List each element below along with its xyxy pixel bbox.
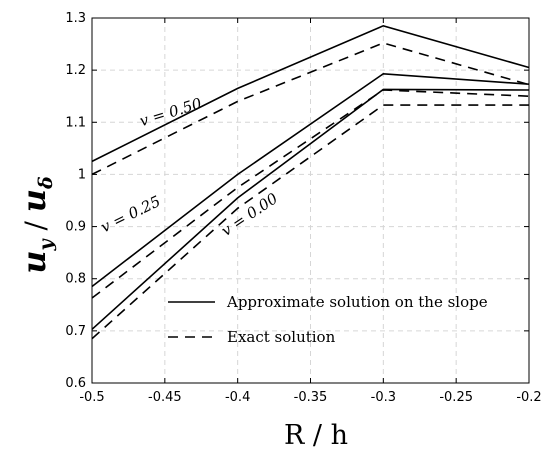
x-tick-label: -0.35 xyxy=(294,390,328,405)
series-layer xyxy=(91,24,530,340)
x-axis-title: R / h xyxy=(284,420,348,451)
y-tick-label: 1 xyxy=(78,167,86,182)
y-tick-label: 0.9 xyxy=(65,220,86,235)
x-tick-label: -0.4 xyxy=(225,390,250,405)
curve-label: v = 0.50 xyxy=(137,94,204,130)
y-tick-label: 0.8 xyxy=(65,272,86,287)
curve-label: v = 0.25 xyxy=(98,192,163,236)
legend: Approximate solution on the slope Exact … xyxy=(168,293,488,346)
y-tick-label: 1.2 xyxy=(65,63,86,78)
curve-label: v = 0.00 xyxy=(218,189,281,240)
approximate-solution-line xyxy=(91,72,530,288)
y-tick-label: 1.1 xyxy=(65,115,86,130)
x-tick-label: -0.25 xyxy=(439,390,473,405)
x-tick-label: -0.45 xyxy=(148,390,182,405)
exact-solution-line xyxy=(91,104,529,340)
x-tick-label: -0.5 xyxy=(79,390,104,405)
y-tick-label: 1.3 xyxy=(65,11,86,26)
annotation-layer: v = 0.50 v = 0.25 v = 0.00 xyxy=(98,94,281,240)
approximate-solution-line xyxy=(91,24,530,163)
exact-solution-line xyxy=(91,89,530,299)
approximate-solution-line xyxy=(91,88,530,330)
x-tick-label: -0.2 xyxy=(516,390,541,405)
y-axis-title: uy / uδ xyxy=(15,176,57,274)
tick-layer: -0.5 -0.45 -0.4 -0.35 -0.3 -0.25 -0.2 0.6 0.7 0.8… xyxy=(65,11,541,405)
y-tick-label: 0.6 xyxy=(65,376,86,391)
legend-label-approximate: Approximate solution on the slope xyxy=(226,293,488,311)
x-tick-label: -0.3 xyxy=(371,390,396,405)
y-tick-label: 0.7 xyxy=(65,324,86,339)
exact-solution-line xyxy=(91,42,530,176)
grid xyxy=(92,18,529,383)
legend-label-exact: Exact solution xyxy=(227,328,336,346)
